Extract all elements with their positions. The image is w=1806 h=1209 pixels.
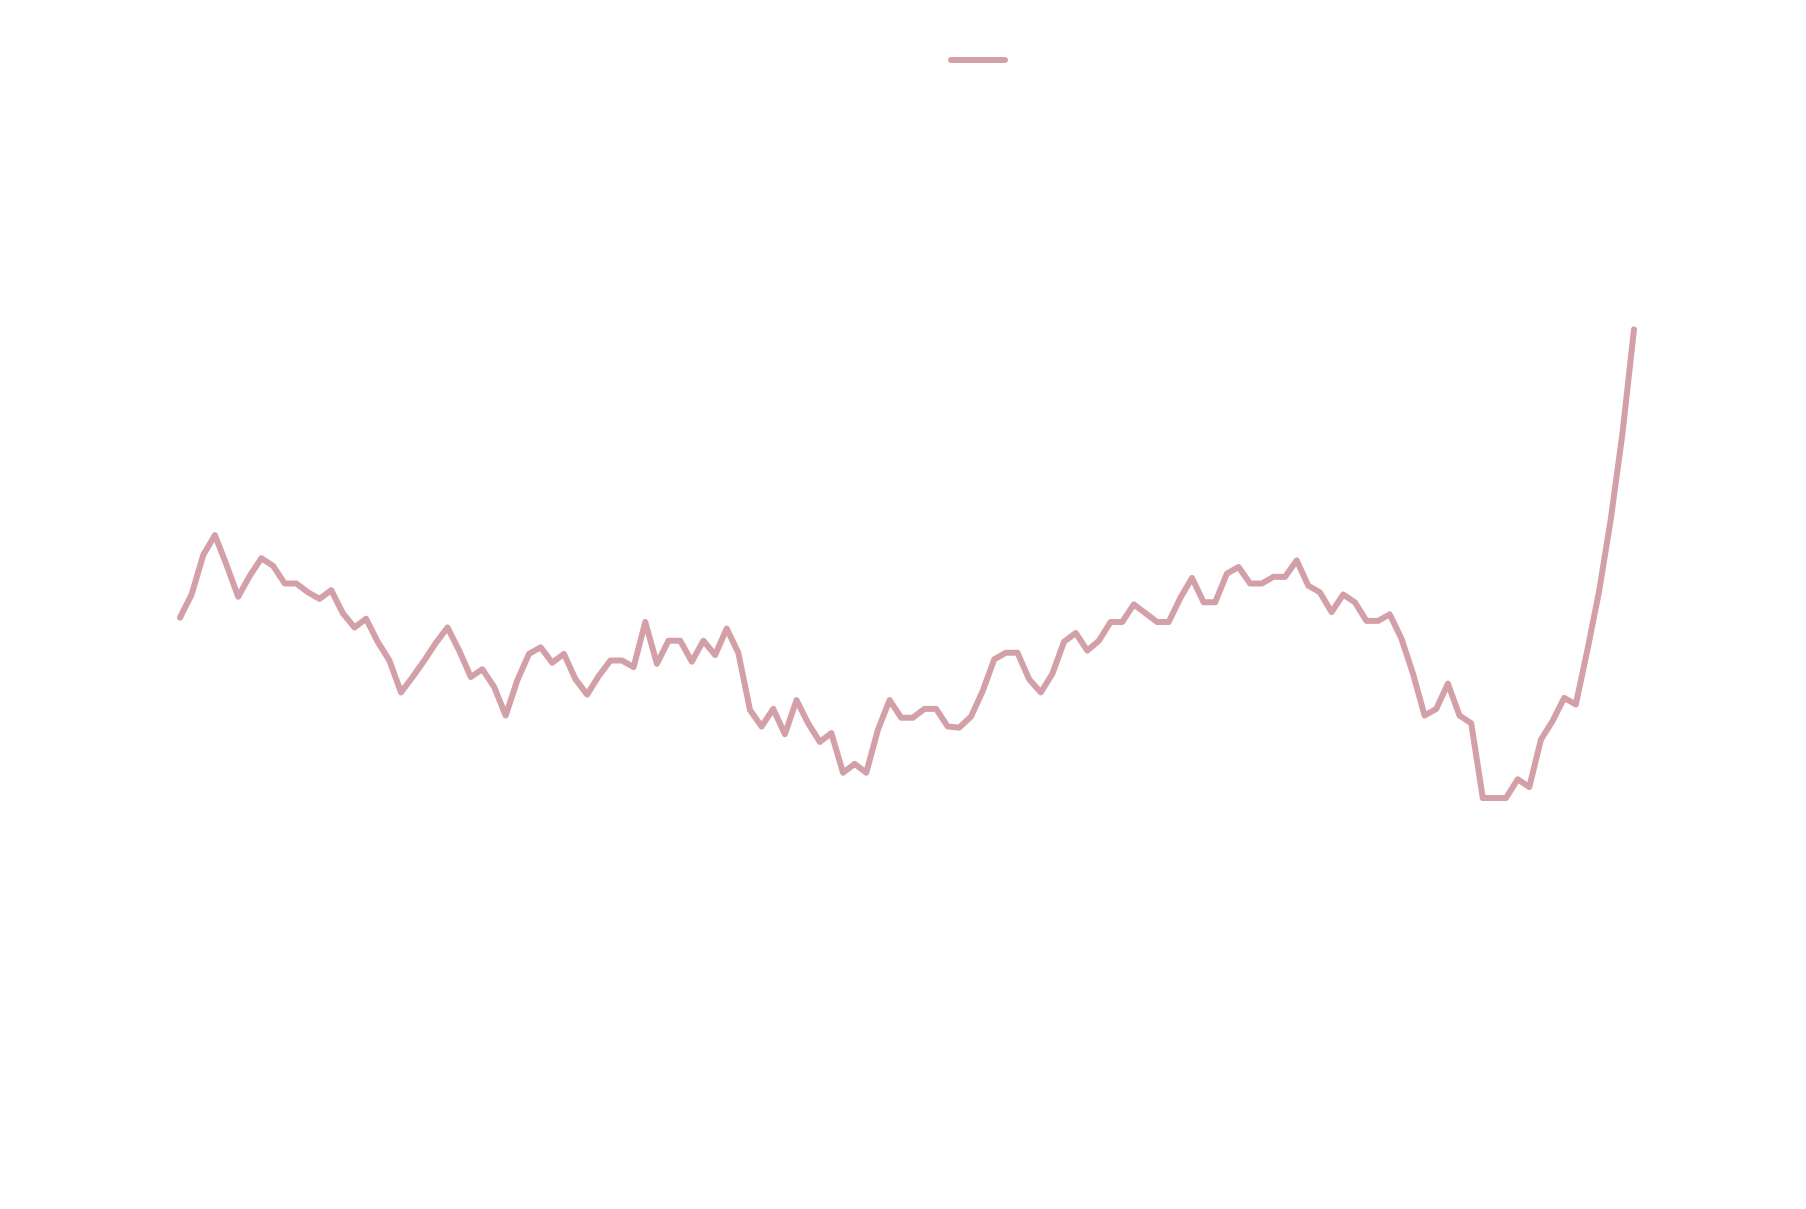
series-line-0 — [177, 326, 1637, 801]
plot-area — [177, 326, 1637, 801]
